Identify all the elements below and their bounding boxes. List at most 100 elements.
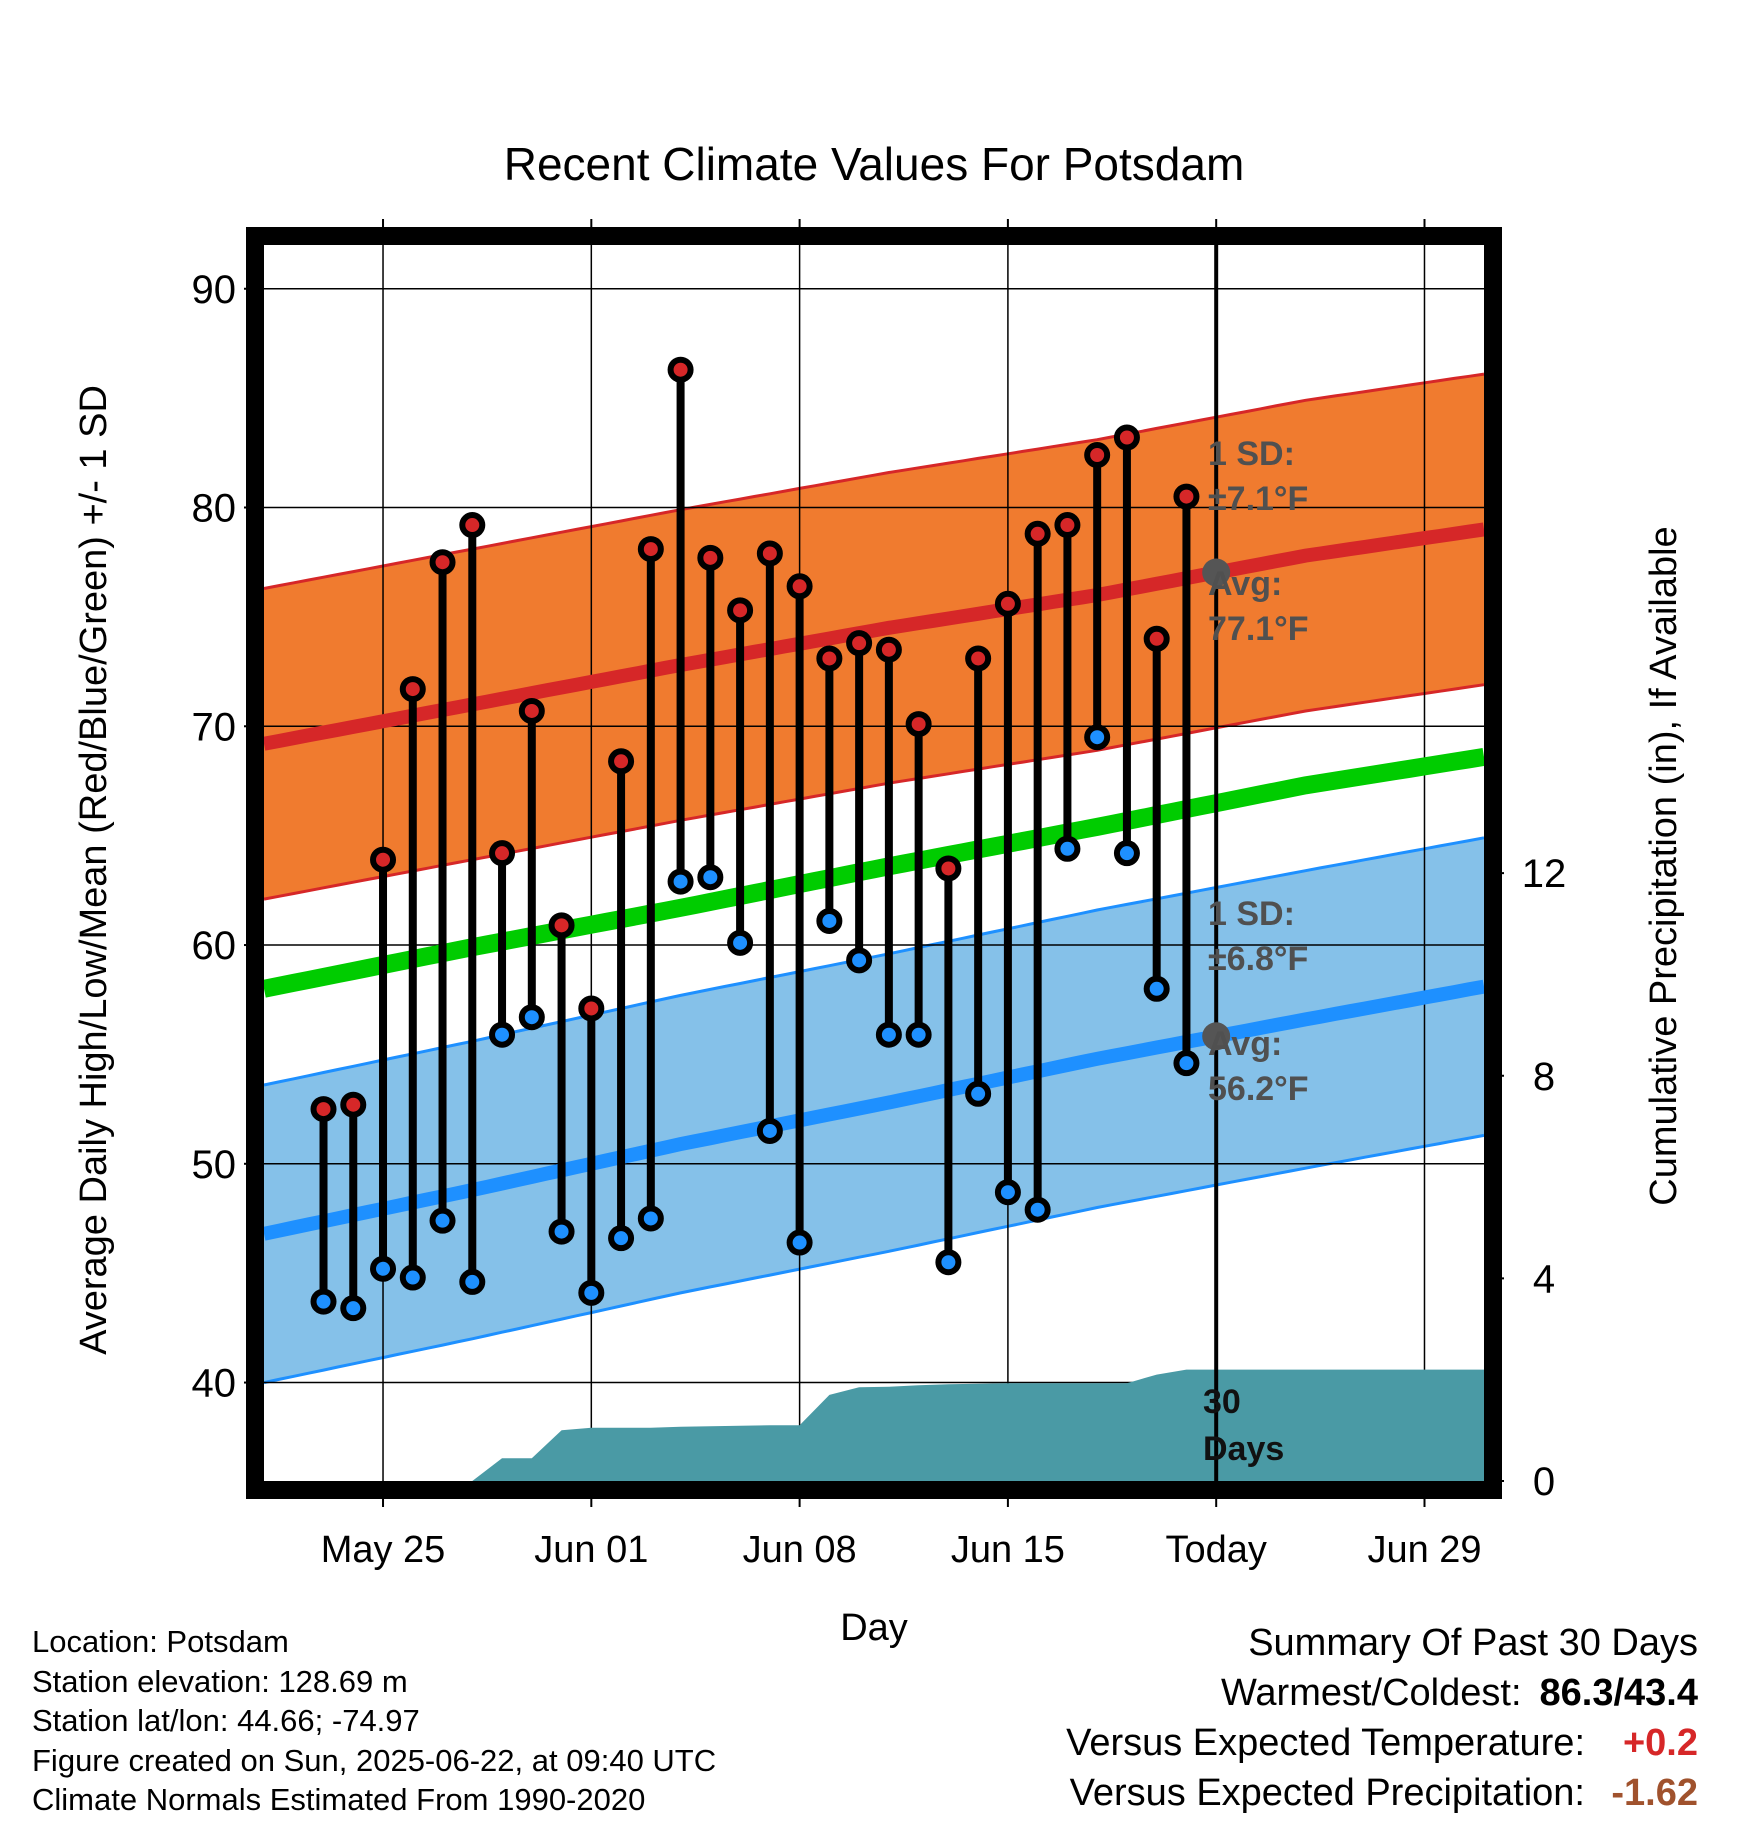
temp-row: Versus Expected Temperature: +0.2 xyxy=(1066,1718,1698,1768)
x-tick-label: Jun 01 xyxy=(534,1529,648,1571)
high-avg-value: 77.1°F xyxy=(1208,610,1309,648)
low-sd-band-lower-edge xyxy=(263,1133,1485,1385)
low-point xyxy=(637,1205,664,1232)
y-tick-label: 60 xyxy=(192,924,237,968)
today-high-normal-marker xyxy=(1202,558,1231,587)
low-avg-label: Avg: xyxy=(1208,1025,1282,1063)
low-point xyxy=(340,1295,367,1322)
y-tick-label: 80 xyxy=(192,487,237,531)
high-point xyxy=(1143,625,1170,652)
high-sd-band-lower-edge xyxy=(263,683,1485,901)
axes: 40 50 60 70 80 90 0 4 8 12 May 25 Jun 01 Jun 08 Jun 1… xyxy=(192,219,1566,1571)
x-tick-label: Jun 08 xyxy=(743,1529,857,1571)
low-point xyxy=(578,1279,605,1306)
low-point xyxy=(1084,724,1111,751)
low-point xyxy=(489,1021,516,1048)
low-point xyxy=(370,1255,397,1282)
y-tick-label: 40 xyxy=(192,1362,237,1406)
low-point xyxy=(816,907,843,934)
low-point xyxy=(935,1249,962,1276)
low-point xyxy=(994,1179,1021,1206)
station-elevation: Station elevation: 128.69 m xyxy=(32,1663,408,1699)
low-point xyxy=(399,1264,426,1291)
plot-frame xyxy=(246,227,1502,1499)
high-point xyxy=(578,995,605,1022)
window-annotation: 30 Days xyxy=(1203,1383,1284,1468)
high-sd-label: 1 SD: xyxy=(1208,435,1295,473)
low-point xyxy=(459,1268,486,1295)
figure-created: Figure created on Sun, 2025-06-22, at 09… xyxy=(32,1742,717,1778)
x-axis-label: Day xyxy=(840,1607,908,1649)
high-point xyxy=(846,630,873,657)
high-point xyxy=(786,573,813,600)
temp-value: +0.2 xyxy=(1622,1722,1698,1764)
high-avg-label: Avg: xyxy=(1208,565,1282,603)
y-tick-label: 50 xyxy=(192,1143,237,1187)
low-point xyxy=(756,1117,783,1144)
high-point xyxy=(608,748,635,775)
y-right-tick-label: 0 xyxy=(1533,1460,1555,1504)
low-avg-value: 56.2°F xyxy=(1208,1070,1309,1108)
low-point xyxy=(905,1021,932,1048)
high-point xyxy=(1024,520,1051,547)
station-latlon: Station lat/lon: 44.66; -74.97 xyxy=(32,1703,420,1738)
low-point xyxy=(786,1229,813,1256)
high-point xyxy=(548,912,575,939)
high-point xyxy=(489,840,516,867)
high-point xyxy=(935,855,962,882)
summary-panel: Summary Of Past 30 Days Warmest/Coldest:… xyxy=(1066,1618,1698,1818)
chart-title: Recent Climate Values For Potsdam xyxy=(504,138,1245,190)
precipitation-area xyxy=(412,1369,1484,1481)
low-point xyxy=(548,1218,575,1245)
y-tick-label: 70 xyxy=(192,705,237,749)
summary-title: Summary Of Past 30 Days xyxy=(1248,1622,1698,1664)
high-point xyxy=(1113,424,1140,451)
station-location: Location: Potsdam xyxy=(32,1624,289,1659)
high-point xyxy=(816,645,843,672)
high-sd-band-upper-edge xyxy=(263,372,1485,590)
low-annotation: 1 SD: ±6.8°F Avg: 56.2°F xyxy=(1208,895,1309,1108)
x-tick-label: Jun 29 xyxy=(1367,1529,1481,1571)
high-point xyxy=(459,512,486,539)
high-point xyxy=(340,1091,367,1118)
window-unit: Days xyxy=(1203,1430,1284,1468)
climate-normals-note: Climate Normals Estimated From 1990-2020 xyxy=(32,1782,646,1817)
low-point xyxy=(1173,1050,1200,1077)
low-point xyxy=(310,1288,337,1315)
low-sd-band-upper-edge xyxy=(263,836,1485,1087)
low-point xyxy=(965,1080,992,1107)
precip-row: Versus Expected Precipitation: -1.62 xyxy=(1066,1768,1698,1818)
high-point xyxy=(697,544,724,571)
x-tick-label: May 25 xyxy=(321,1529,446,1571)
low-point xyxy=(727,929,754,956)
high-point xyxy=(399,676,426,703)
low-point xyxy=(667,868,694,895)
high-point xyxy=(875,636,902,663)
high-point xyxy=(370,846,397,873)
y-axis-right-label: Cumulative Precipitation (in), If Availa… xyxy=(1643,526,1685,1205)
high-sd-value: ±7.1°F xyxy=(1208,480,1308,518)
low-point xyxy=(1024,1196,1051,1223)
high-point xyxy=(965,645,992,672)
high-point xyxy=(1054,512,1081,539)
normal-high-line xyxy=(262,522,1486,751)
high-point xyxy=(905,711,932,738)
low-sd-value: ±6.8°F xyxy=(1208,940,1308,978)
y-right-tick-label: 4 xyxy=(1533,1257,1555,1301)
y-tick-label: 90 xyxy=(192,268,237,312)
low-sd-label: 1 SD: xyxy=(1208,895,1295,933)
high-point xyxy=(727,597,754,624)
y-right-tick-label: 8 xyxy=(1533,1055,1555,1099)
y-axis-label: Average Daily High/Low/Mean (Red/Blue/Gr… xyxy=(73,385,115,1355)
x-tick-label: Today xyxy=(1165,1529,1266,1571)
normal-mean-line xyxy=(262,748,1486,998)
temp-label: Versus Expected Temperature: xyxy=(1066,1722,1585,1764)
precip-value: -1.62 xyxy=(1611,1772,1698,1814)
high-point xyxy=(994,590,1021,617)
high-point xyxy=(1084,442,1111,469)
high-annotation: 1 SD: ±7.1°F Avg: 77.1°F xyxy=(1208,435,1309,648)
high-point xyxy=(637,536,664,563)
today-marker xyxy=(1202,241,1231,1481)
warm-cold-value: 86.3/43.4 xyxy=(1539,1672,1698,1714)
